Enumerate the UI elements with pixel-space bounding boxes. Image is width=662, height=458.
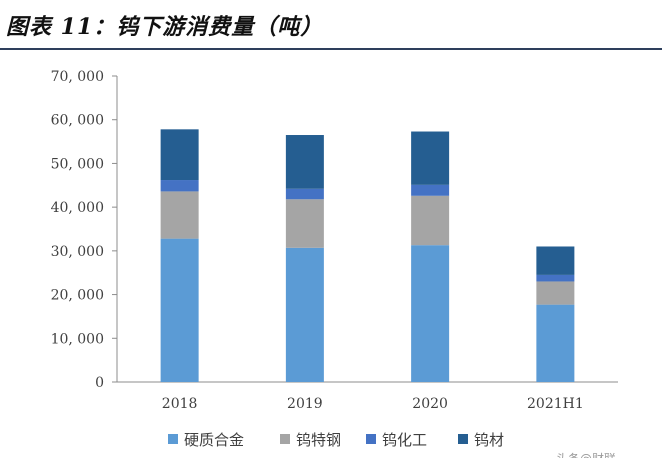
x-tick-label: 2021H1 (527, 396, 584, 412)
watermark-text: 头条@财联 (556, 452, 616, 458)
title-bar: 图表 11：钨下游消费量（吨） (0, 0, 662, 50)
legend-label: 钨化工 (382, 431, 427, 449)
bar-segment (411, 195, 450, 246)
y-tick-label: 70, 000 (51, 69, 104, 85)
bar-segment (285, 247, 324, 382)
bar-segment (536, 246, 575, 275)
legend-swatch (458, 434, 468, 444)
x-tick-label: 2020 (412, 396, 448, 412)
bar-segment (160, 238, 199, 382)
x-tick-label: 2019 (287, 396, 323, 412)
y-tick-label: 50, 000 (51, 156, 104, 172)
legend-label: 钨特钢 (296, 431, 341, 449)
x-tick-label: 2018 (162, 396, 198, 412)
bar-segment (536, 304, 575, 382)
chart-title: 图表 11：钨下游消费量（吨） (6, 14, 324, 40)
legend-label: 硬质合金 (184, 431, 244, 449)
bar-segment (285, 199, 324, 248)
y-tick-label: 10, 000 (51, 331, 104, 347)
bar-segment (411, 131, 450, 185)
legend-swatch (366, 434, 376, 444)
y-tick-label: 20, 000 (51, 288, 104, 304)
bar-segment (536, 274, 575, 282)
bar-segment (536, 281, 575, 305)
bar-segment (285, 135, 324, 189)
y-tick-label: 40, 000 (51, 200, 104, 216)
bar-segment (411, 184, 450, 196)
legend-swatch (168, 434, 178, 444)
y-tick-label: 0 (95, 375, 104, 391)
legend-label: 钨材 (474, 431, 504, 449)
bar-segment (411, 245, 450, 382)
legend-swatch (280, 434, 290, 444)
y-tick-label: 30, 000 (51, 244, 104, 260)
bar-segment (160, 180, 199, 192)
bar-segment (160, 191, 199, 239)
y-tick-label: 60, 000 (51, 113, 104, 129)
bar-segment (285, 188, 324, 200)
bar-segment (160, 129, 199, 181)
